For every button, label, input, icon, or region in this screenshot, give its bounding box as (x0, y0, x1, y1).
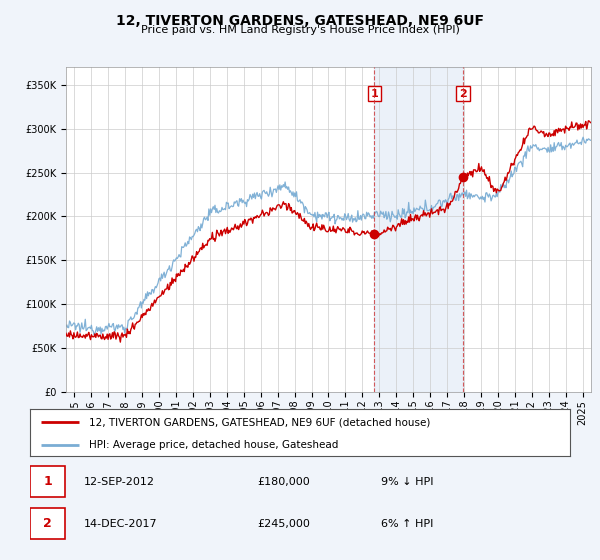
Text: 6% ↑ HPI: 6% ↑ HPI (381, 519, 433, 529)
Bar (374, 67, 463, 392)
Text: £180,000: £180,000 (257, 477, 310, 487)
Text: 12, TIVERTON GARDENS, GATESHEAD, NE9 6UF (detached house): 12, TIVERTON GARDENS, GATESHEAD, NE9 6UF… (89, 417, 431, 427)
Text: 14-DEC-2017: 14-DEC-2017 (84, 519, 158, 529)
Text: 1: 1 (43, 475, 52, 488)
Text: 12, TIVERTON GARDENS, GATESHEAD, NE9 6UF: 12, TIVERTON GARDENS, GATESHEAD, NE9 6UF (116, 14, 484, 28)
Text: Price paid vs. HM Land Registry's House Price Index (HPI): Price paid vs. HM Land Registry's House … (140, 25, 460, 35)
FancyBboxPatch shape (30, 466, 65, 497)
Text: £245,000: £245,000 (257, 519, 310, 529)
Text: 12-SEP-2012: 12-SEP-2012 (84, 477, 155, 487)
Text: 9% ↓ HPI: 9% ↓ HPI (381, 477, 433, 487)
FancyBboxPatch shape (30, 508, 65, 539)
Text: 1: 1 (370, 88, 378, 99)
Text: 2: 2 (43, 517, 52, 530)
Text: HPI: Average price, detached house, Gateshead: HPI: Average price, detached house, Gate… (89, 440, 339, 450)
Text: 2: 2 (459, 88, 467, 99)
